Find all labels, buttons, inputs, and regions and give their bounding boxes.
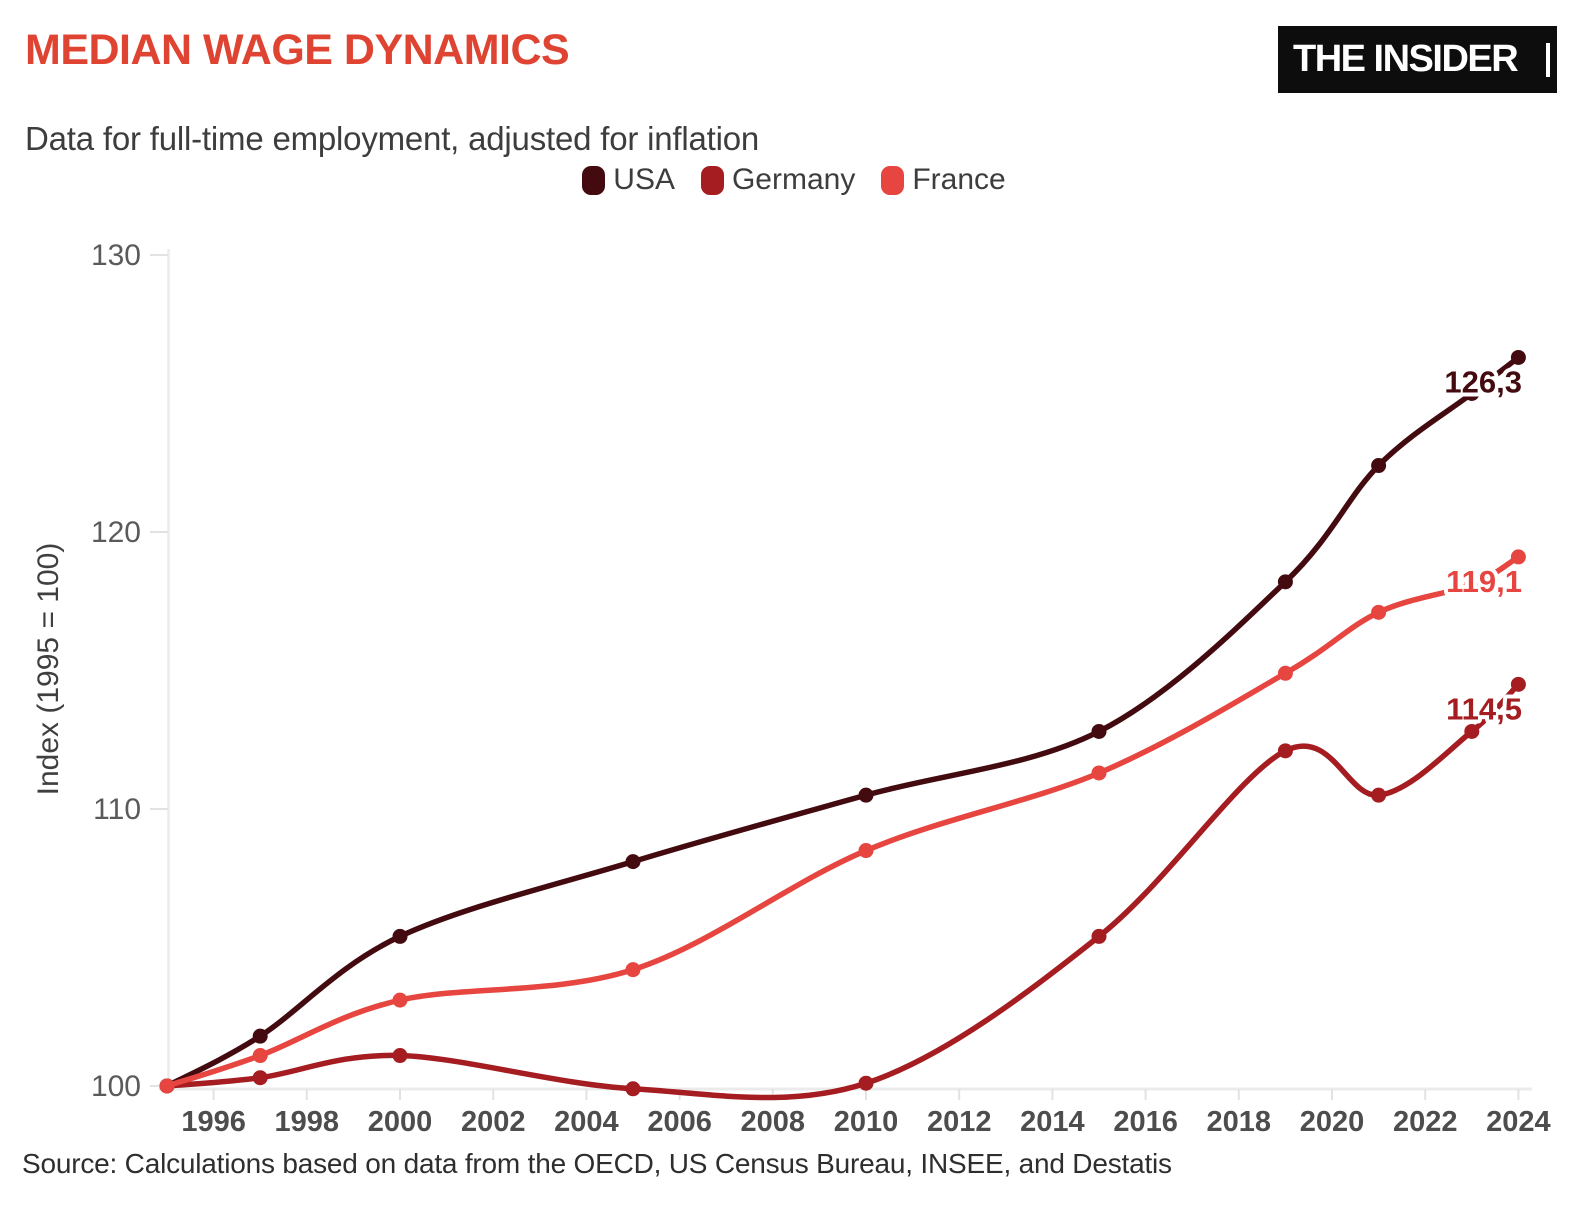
chart-legend: USA Germany France <box>0 163 1588 197</box>
legend-label-usa: USA <box>613 163 675 196</box>
france-point-1997 <box>252 1048 268 1064</box>
page-title: MEDIAN WAGE DYNAMICS <box>25 26 570 74</box>
germany-point-2010 <box>858 1075 874 1091</box>
logo-cursor-bar <box>1546 43 1550 77</box>
x-tick-label-2014: 2014 <box>1020 1106 1085 1138</box>
germany-end-value-label: 114,5 <box>1446 691 1522 726</box>
usa-point-1997 <box>252 1028 268 1044</box>
legend-swatch-france <box>881 165 905 195</box>
germany-point-2021 <box>1371 787 1387 803</box>
page-subtitle: Data for full-time employment, adjusted … <box>25 120 760 157</box>
logo-text: THE INSIDER <box>1293 38 1519 80</box>
usa-point-2005 <box>625 854 641 870</box>
legend-item-usa: USA <box>582 163 675 197</box>
y-tick-label-100: 100 <box>91 1070 141 1103</box>
usa-point-2019 <box>1277 574 1293 590</box>
legend-label-germany: Germany <box>731 163 856 196</box>
x-tick-label-2012: 2012 <box>927 1106 992 1138</box>
x-tick-label-2002: 2002 <box>461 1106 526 1138</box>
the-insider-logo: THE INSIDER <box>1278 26 1557 93</box>
germany-point-2019 <box>1277 743 1293 759</box>
legend-item-germany: Germany <box>700 163 856 197</box>
legend-item-france: France <box>881 163 1006 197</box>
x-tick-label-2008: 2008 <box>741 1106 806 1138</box>
france-point-2000 <box>392 992 408 1008</box>
legend-swatch-usa <box>582 165 606 195</box>
france-line <box>164 554 1522 1089</box>
y-tick-label-120: 120 <box>91 516 141 549</box>
germany-line <box>164 681 1522 1101</box>
usa-end-value-label: 126,3 <box>1444 364 1522 399</box>
x-tick-label-2018: 2018 <box>1207 1106 1272 1138</box>
germany-point-2015 <box>1091 928 1107 944</box>
x-tick-label-2006: 2006 <box>647 1106 712 1138</box>
x-tick-label-1996: 1996 <box>181 1106 246 1138</box>
france-end-value-label: 119,1 <box>1446 564 1522 599</box>
legend-swatch-germany <box>700 165 724 195</box>
usa-point-2015 <box>1091 723 1107 739</box>
x-tick-label-1998: 1998 <box>275 1106 340 1138</box>
germany-point-2023 <box>1464 723 1480 739</box>
x-tick-label-2024: 2024 <box>1486 1106 1551 1138</box>
france-point-2024 <box>1510 549 1526 565</box>
y-axis-title: Index (1995 = 100) <box>32 543 65 796</box>
x-tick-label-2004: 2004 <box>554 1106 619 1138</box>
usa-point-2023 <box>1464 386 1480 401</box>
germany-point-1997 <box>252 1070 268 1086</box>
y-tick-label-110: 110 <box>93 793 141 826</box>
france-point-2021 <box>1371 604 1387 620</box>
usa-point-2010 <box>858 787 874 803</box>
usa-line <box>164 354 1522 1089</box>
x-tick-label-2020: 2020 <box>1300 1106 1365 1138</box>
france-point-2015 <box>1091 765 1107 781</box>
source-note: Source: Calculations based on data from … <box>22 1148 1172 1179</box>
x-tick-label-2000: 2000 <box>368 1106 433 1138</box>
france-point-1995 <box>159 1078 175 1094</box>
x-tick-label-2016: 2016 <box>1113 1106 1178 1138</box>
germany-point-2000 <box>392 1048 408 1064</box>
germany-point-2024 <box>1510 676 1526 692</box>
legend-label-france: France <box>912 163 1006 196</box>
germany-point-2005 <box>625 1081 641 1097</box>
usa-point-2021 <box>1371 458 1387 474</box>
y-tick-label-130: 130 <box>91 239 141 272</box>
france-point-2023 <box>1464 577 1480 593</box>
usa-point-2000 <box>392 928 408 944</box>
france-point-2005 <box>625 962 641 978</box>
france-point-2019 <box>1277 665 1293 681</box>
x-tick-label-2022: 2022 <box>1393 1106 1458 1138</box>
usa-point-2024 <box>1510 349 1526 365</box>
france-point-2010 <box>858 843 874 859</box>
x-tick-label-2010: 2010 <box>834 1106 899 1138</box>
